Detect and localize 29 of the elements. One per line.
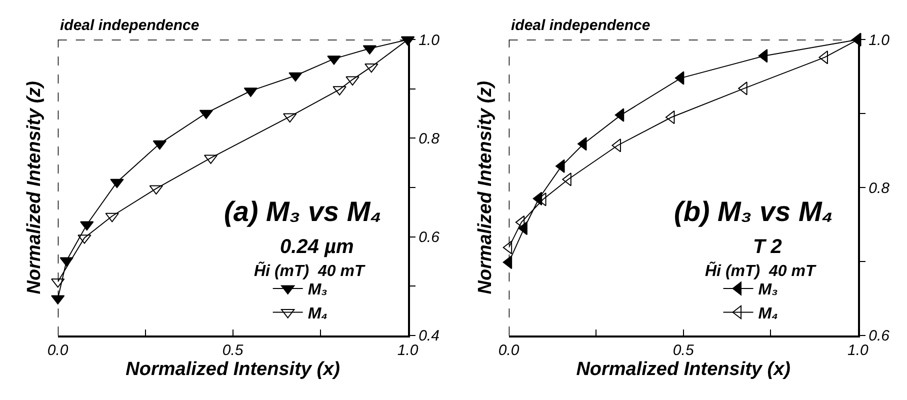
x-tick-label: 0.0 [498, 342, 520, 360]
y-axis-title: Normalized Intensity (z) [475, 80, 496, 294]
annotation: (a) M₃ vs M₄ [224, 196, 382, 227]
annotation: (b) M₃ vs M₄ [674, 196, 833, 227]
x-axis-title: Normalized Intensity (x) [576, 359, 791, 380]
y-tick-label: 1.0 [418, 32, 440, 49]
y-tick-label: 1.0 [868, 32, 890, 49]
annotation: H̃i (mT) 40 mT [705, 261, 816, 280]
legend-label: M₄ [758, 305, 778, 322]
ref-line-label: ideal independence [60, 17, 200, 34]
y-tick-label: 0.8 [418, 130, 440, 148]
y-tick-label: 0.6 [868, 328, 890, 345]
ref-line-label: ideal independence [511, 17, 650, 34]
x-tick-label: 0.5 [222, 342, 244, 360]
y-tick-label: 0.8 [868, 180, 890, 197]
x-tick-label: 0.0 [47, 342, 69, 360]
legend-label: M₄ [308, 305, 328, 322]
legend-label: M₃ [308, 282, 328, 299]
legend-label: M₃ [758, 282, 778, 299]
x-tick-label: 0.5 [672, 342, 694, 360]
x-tick-label: 1.0 [847, 342, 869, 360]
x-axis-title: Normalized Intensity (x) [126, 359, 340, 380]
annotation: 0.24 µm [280, 236, 354, 258]
annotation: H̃i (mT) 40 mT [254, 261, 366, 280]
y-tick-label: 0.6 [418, 229, 440, 246]
y-tick-label: 0.4 [418, 328, 440, 345]
y-axis-title: Normalized Intensity (z) [24, 80, 46, 294]
annotation: T 2 [753, 236, 782, 258]
x-tick-label: 1.0 [397, 342, 419, 360]
